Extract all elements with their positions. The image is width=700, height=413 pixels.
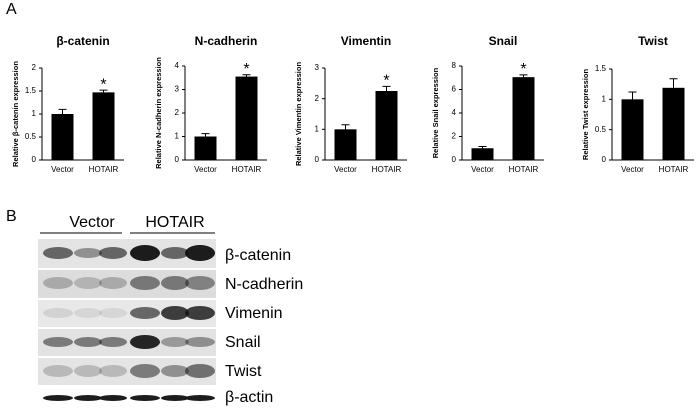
error-bar xyxy=(99,89,108,95)
bar xyxy=(194,136,217,160)
bar xyxy=(92,92,115,160)
annotation: * xyxy=(100,76,106,93)
error-bar xyxy=(201,133,210,140)
bar xyxy=(375,91,398,160)
bar xyxy=(512,77,535,160)
x-tick-label: Vector xyxy=(334,165,357,174)
bar xyxy=(662,87,685,160)
blot xyxy=(38,239,216,401)
y-axis-label: Relative Vimentin expression xyxy=(294,62,303,166)
x-tick-label: Vector xyxy=(194,165,217,174)
group-label: Vector xyxy=(69,214,115,231)
y-axis-label: Relative Twist expression xyxy=(581,69,590,161)
row-label: N-cadherin xyxy=(225,276,303,293)
error-bar xyxy=(242,74,251,79)
y-tick-label: 1.5 xyxy=(25,86,37,95)
y-tick-label: 0 xyxy=(32,155,37,164)
panel-label: B xyxy=(6,208,17,225)
y-tick-label: 0 xyxy=(175,155,180,164)
error-bar xyxy=(341,124,350,134)
x-tick-label: HOTAIR xyxy=(89,165,119,174)
y-tick-label: 0.5 xyxy=(25,132,37,141)
y-tick-label: 0 xyxy=(452,155,457,164)
annotation: * xyxy=(520,61,526,78)
error-bar xyxy=(519,74,528,80)
y-tick-label: 2 xyxy=(175,108,180,117)
y-axis-label: Relative N-cadherin expression xyxy=(154,57,163,169)
annotation: * xyxy=(243,61,249,78)
error-bar xyxy=(478,145,487,151)
y-tick-label: 8 xyxy=(452,61,457,70)
y-axis-label: Relative Snail expression xyxy=(431,67,440,158)
x-tick-label: Vector xyxy=(471,165,494,174)
chart-title: Vimentin xyxy=(341,34,391,48)
y-tick-label: 2 xyxy=(315,94,320,103)
y-tick-label: 3 xyxy=(315,63,320,72)
y-tick-label: 2 xyxy=(452,132,457,141)
y-tick-label: 0 xyxy=(602,155,607,164)
y-tick-label: 6 xyxy=(452,85,457,94)
group-label: HOTAIR xyxy=(145,214,204,231)
row-label: Snail xyxy=(225,334,261,351)
bar xyxy=(621,99,644,160)
row-label: Twist xyxy=(225,363,262,380)
bar xyxy=(471,148,494,160)
row-label: β-catenin xyxy=(225,247,291,264)
bar xyxy=(51,114,74,160)
error-bar xyxy=(628,91,637,107)
y-tick-label: 0.5 xyxy=(595,125,607,134)
chart-title: β-catenin xyxy=(56,34,109,48)
chart-title: Snail xyxy=(489,34,518,48)
x-tick-label: Vector xyxy=(51,165,74,174)
error-bar xyxy=(382,85,391,96)
y-tick-label: 3 xyxy=(175,85,180,94)
y-tick-label: 4 xyxy=(452,108,457,117)
x-tick-label: Vector xyxy=(621,165,644,174)
y-tick-label: 1.5 xyxy=(595,64,607,73)
y-tick-label: 1 xyxy=(32,109,37,118)
bar xyxy=(334,129,357,160)
chart-title: Twist xyxy=(638,34,668,48)
y-axis-label: Relative β-catenin expression xyxy=(11,61,20,167)
row-label: Vimenin xyxy=(225,305,283,322)
error-bar xyxy=(58,108,67,119)
x-tick-label: HOTAIR xyxy=(509,165,539,174)
y-tick-label: 1 xyxy=(175,132,180,141)
y-tick-label: 4 xyxy=(175,61,180,70)
annotation: * xyxy=(383,73,389,90)
row-label: β-actin xyxy=(225,389,273,406)
x-tick-label: HOTAIR xyxy=(659,165,689,174)
panel-label: A xyxy=(6,1,17,18)
bar xyxy=(235,76,258,160)
error-bar xyxy=(669,78,678,97)
chart-title: N-cadherin xyxy=(195,34,258,48)
y-tick-label: 2 xyxy=(32,63,37,72)
x-tick-label: HOTAIR xyxy=(232,165,262,174)
x-tick-label: HOTAIR xyxy=(372,165,402,174)
y-tick-label: 1 xyxy=(315,124,320,133)
y-tick-label: 1 xyxy=(602,94,607,103)
y-tick-label: 0 xyxy=(315,155,320,164)
